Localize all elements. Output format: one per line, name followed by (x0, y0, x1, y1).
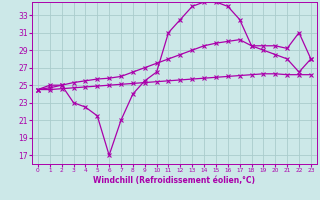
X-axis label: Windchill (Refroidissement éolien,°C): Windchill (Refroidissement éolien,°C) (93, 176, 255, 185)
